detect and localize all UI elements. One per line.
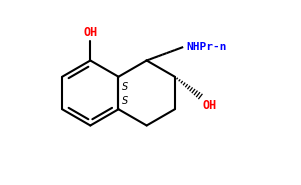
Text: OH: OH bbox=[83, 26, 98, 39]
Text: S: S bbox=[121, 96, 128, 106]
Text: S: S bbox=[121, 82, 128, 92]
Text: OH: OH bbox=[202, 99, 217, 112]
Text: NHPr-n: NHPr-n bbox=[186, 42, 227, 52]
